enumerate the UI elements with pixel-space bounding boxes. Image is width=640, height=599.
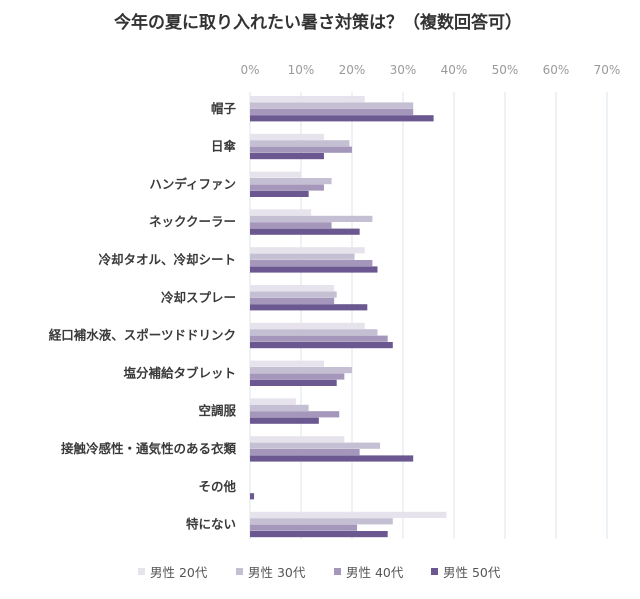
tick-label: 40% [441,63,468,77]
chart-title: 今年の夏に取り入れたい暑さ対策は？（複数回答可） [114,12,522,33]
bar [250,455,414,462]
tick-label: 30% [390,63,417,77]
category-label: ハンディファン [149,176,236,191]
tick-label: 0% [240,63,259,77]
category-label: 経口補水液、スポーツドドリンク [49,328,236,343]
legend-label: 男性 40代 [346,565,404,580]
bar [250,228,360,235]
bar [250,493,255,500]
x-axis-ticks: 0% 10% 20% 30% 40% 50% 60% 70% [240,63,620,77]
tick-label: 70% [594,63,621,77]
bar [250,209,312,216]
bar [250,360,324,367]
bar [250,253,355,260]
bar [250,436,345,443]
bar [250,102,414,109]
category-label: 帽子 [211,101,237,116]
bar [250,297,335,304]
bar [250,184,324,191]
tick-label: 10% [288,63,315,77]
bar [250,335,388,342]
bar [250,190,309,197]
legend-swatch [431,568,438,575]
bar [250,247,365,254]
legend-label: 男性 30代 [248,565,306,580]
bar [250,215,373,222]
bars [250,96,447,538]
category-labels: 帽子日傘ハンディファンネッククーラー冷却タオル、冷却シート冷却スプレー経口補水液… [49,101,237,532]
legend-swatch [138,568,145,575]
bar [250,442,381,449]
bar [250,266,378,273]
category-label: 空調服 [198,403,236,418]
legend-swatch [334,568,341,575]
bar [250,96,365,103]
bar [250,291,337,298]
grid [249,92,608,539]
category-label: 塩分補給タブレット [123,365,236,380]
bar [250,404,309,411]
bar [250,417,319,424]
category-label: 冷却タオル、冷却シート [98,252,236,267]
category-label: 接触冷感性・通気性のある衣類 [61,441,237,456]
bar [250,329,378,336]
bar [250,342,393,349]
bar [250,304,368,311]
category-label: ネッククーラー [149,214,236,229]
bar [250,367,352,374]
category-label: 特にない [186,517,236,532]
legend: 男性 20代 男性 30代 男性 40代 男性 50代 [138,565,501,580]
bar [250,108,414,115]
category-label: その他 [198,479,236,494]
bar [250,411,340,418]
tick-label: 50% [492,63,519,77]
bar [250,146,352,153]
category-label: 冷却スプレー [161,290,236,305]
bar [250,379,337,386]
bar [250,511,447,518]
legend-label: 男性 50代 [443,565,501,580]
bar [250,531,388,538]
bar [250,398,296,405]
legend-swatch [236,568,243,575]
tick-label: 20% [339,63,366,77]
bar [250,449,360,456]
legend-label: 男性 20代 [150,565,208,580]
tick-label: 60% [543,63,570,77]
category-label: 日傘 [211,139,237,154]
bar [250,115,434,122]
bar [250,322,365,329]
bar [250,373,345,380]
bar [250,222,332,229]
bar [250,178,332,185]
bar [250,153,324,160]
bar [250,171,301,178]
bar [250,518,393,525]
bar [250,524,358,531]
bar [250,140,350,147]
bar [250,133,324,140]
bar [250,260,373,267]
bar [250,285,335,292]
